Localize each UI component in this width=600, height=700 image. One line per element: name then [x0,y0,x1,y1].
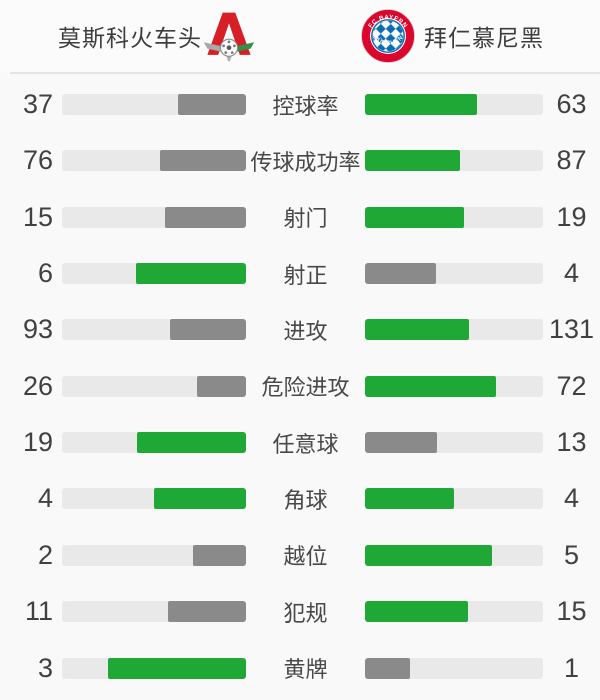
away-value: 63 [556,89,587,119]
away-bar-fill [365,319,470,341]
stat-label: 越位 [283,544,328,570]
away-value: 5 [563,539,580,570]
away-value: 1 [563,652,580,683]
home-bar-fill [160,150,246,172]
stat-label: 传球成功率 [250,149,361,175]
away-bar-fill [365,263,437,285]
home-bar-track [62,94,246,115]
away-value: 15 [556,596,587,627]
away-value: 72 [556,370,587,401]
home-value: 37 [22,89,53,119]
away-value: 4 [563,258,580,289]
home-bar-fill [177,94,246,115]
away-value: 19 [556,201,587,232]
away-bar-track [365,94,543,115]
away-value: 131 [548,314,595,345]
stat-row: 26 危险进攻 72 [0,370,600,401]
away-bar-fill [365,94,478,115]
away-value: 87 [556,145,587,176]
stat-row: 2 越位 5 [0,539,600,570]
away-bar-fill [365,150,460,172]
home-value: 3 [37,652,53,683]
stat-row: 15 射门 19 [0,201,600,232]
home-bar-fill [135,263,246,285]
stat-label: 控球率 [272,93,339,119]
lokomotiv-moscow-crest-icon [202,8,256,64]
home-value: 15 [22,201,53,232]
home-bar-fill [197,375,246,397]
stat-row: 3 黄牌 1 [0,652,600,683]
away-bar-track [365,432,543,454]
away-bar-track [365,263,543,285]
home-value: 26 [22,370,53,401]
home-value: 93 [22,314,53,345]
away-bar-track [365,657,543,679]
home-bar-fill [168,601,246,623]
home-bar-track [62,544,246,566]
home-bar-fill [164,206,246,228]
away-bar-track [365,544,543,566]
stat-label: 射正 [283,262,328,288]
home-bar-track [62,150,246,172]
home-team-name: 莫斯科火车头 [58,25,202,51]
bayern-munich-crest-icon: FC BAYERN MÜNCHEN [361,9,415,63]
home-value: 76 [22,145,53,176]
stat-label: 射门 [283,206,328,232]
away-bar-fill [365,206,465,228]
header-divider [10,72,600,74]
stat-label: 黄牌 [283,657,328,682]
away-bar-track [365,375,543,397]
home-value: 6 [37,258,53,289]
home-bar-track [62,375,246,397]
home-bar-track [62,657,246,679]
away-bar-fill [365,488,454,510]
away-bar-fill [365,544,493,566]
away-bar-track [365,206,543,228]
stat-row: 76 传球成功率 87 [0,145,600,176]
away-bar-track [365,488,543,510]
stat-row: 19 任意球 13 [0,427,600,458]
away-bar-track [365,319,543,341]
away-bar-track [365,150,543,172]
stat-label: 犯规 [283,600,328,626]
home-bar-track [62,601,246,623]
away-value: 13 [556,427,587,458]
stat-row: 11 犯规 15 [0,596,600,627]
stat-label: 进攻 [283,318,328,344]
home-bar-track [62,488,246,510]
stat-row: 6 射正 4 [0,258,600,289]
stat-label: 角球 [283,487,328,513]
home-bar-track [62,263,246,285]
stat-row: 93 进攻 131 [0,314,600,345]
home-bar-fill [154,488,246,510]
away-bar-fill [365,657,410,679]
home-bar-track [62,319,246,341]
away-value: 4 [563,483,580,514]
home-bar-fill [193,544,246,566]
home-value: 2 [37,539,53,570]
home-bar-fill [136,432,246,454]
away-bar-fill [365,601,468,623]
stat-label: 任意球 [272,431,339,457]
stat-label: 危险进攻 [261,375,350,401]
away-team-name: 拜仁慕尼黑 [424,25,544,51]
stat-row: 37 控球率 63 [0,89,600,119]
home-value: 11 [24,596,53,627]
away-bar-fill [365,432,438,454]
home-bar-fill [169,319,246,341]
stat-row: 4 角球 4 [0,483,600,514]
home-value: 19 [22,427,53,458]
home-bar-fill [108,657,246,679]
match-header: 莫斯科火车头 [0,0,600,72]
home-value: 4 [37,483,53,514]
home-bar-track [62,206,246,228]
away-bar-track [365,601,543,623]
away-bar-fill [365,375,496,397]
home-bar-track [62,432,246,454]
